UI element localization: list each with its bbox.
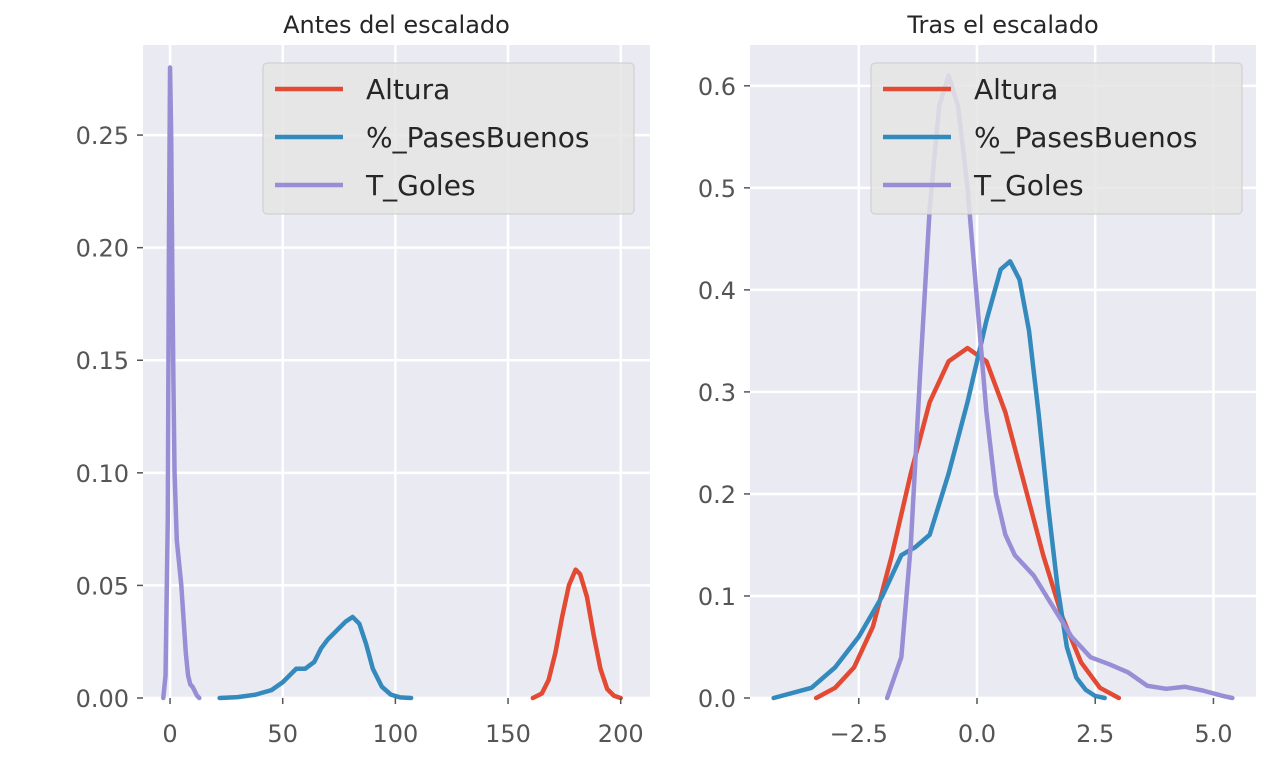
legend-label: Altura xyxy=(974,73,1058,106)
legend-label: T_Goles xyxy=(973,169,1084,202)
series-line-1 xyxy=(771,259,1107,701)
y-tick-label: 0.6 xyxy=(698,73,736,101)
legend: Altura %_PasesBuenos T_Goles xyxy=(262,62,635,215)
right-chart-panel: −2.5 0.0 2.5 5.0 0.0 0.1 0.2 0.3 0.4 0.5 0.6 Tras e… xyxy=(698,11,1256,748)
legend: Altura %_PasesBuenos T_Goles xyxy=(870,62,1243,215)
y-tick-label: 0.10 xyxy=(76,460,129,488)
legend-label: %_PasesBuenos xyxy=(366,121,589,154)
legend-frame xyxy=(262,62,635,215)
series-line-2 xyxy=(161,65,202,701)
y-tick-label: 0.25 xyxy=(76,122,129,150)
legend-label: %_PasesBuenos xyxy=(974,121,1197,154)
y-tick-label: 0.05 xyxy=(76,572,129,600)
y-tick-label: 0.5 xyxy=(698,175,736,203)
x-tick-label: 50 xyxy=(267,720,298,748)
chart-title: Tras el escalado xyxy=(906,11,1098,39)
y-tick-label: 0.20 xyxy=(76,235,129,263)
series-line-0 xyxy=(530,567,623,701)
y-tick-label: 0.4 xyxy=(698,277,736,305)
x-tick-label: 0 xyxy=(162,720,177,748)
legend-label: T_Goles xyxy=(365,169,476,202)
x-tick-label: 2.5 xyxy=(1076,720,1114,748)
y-tick-label: 0.15 xyxy=(76,347,129,375)
x-tick-label: 100 xyxy=(372,720,418,748)
x-tick-label: 150 xyxy=(485,720,531,748)
left-chart-panel: 0 50 100 150 200 0.00 0.05 0.10 0.15 0.20 0.25 Ante… xyxy=(76,11,650,748)
chart-title: Antes del escalado xyxy=(283,11,510,39)
y-tick-label: 0.3 xyxy=(698,379,736,407)
y-tick-label: 0.1 xyxy=(698,583,736,611)
x-tick-label: 200 xyxy=(598,720,644,748)
legend-label: Altura xyxy=(366,73,450,106)
y-tick-label: 0.00 xyxy=(76,685,129,713)
y-tick-label: 0.0 xyxy=(698,685,736,713)
x-tick-label: −2.5 xyxy=(830,720,888,748)
x-tick-label: 5.0 xyxy=(1194,720,1232,748)
legend-frame xyxy=(870,62,1243,215)
series-line-1 xyxy=(217,614,414,701)
y-tick-label: 0.2 xyxy=(698,481,736,509)
x-tick-label: 0.0 xyxy=(958,720,996,748)
